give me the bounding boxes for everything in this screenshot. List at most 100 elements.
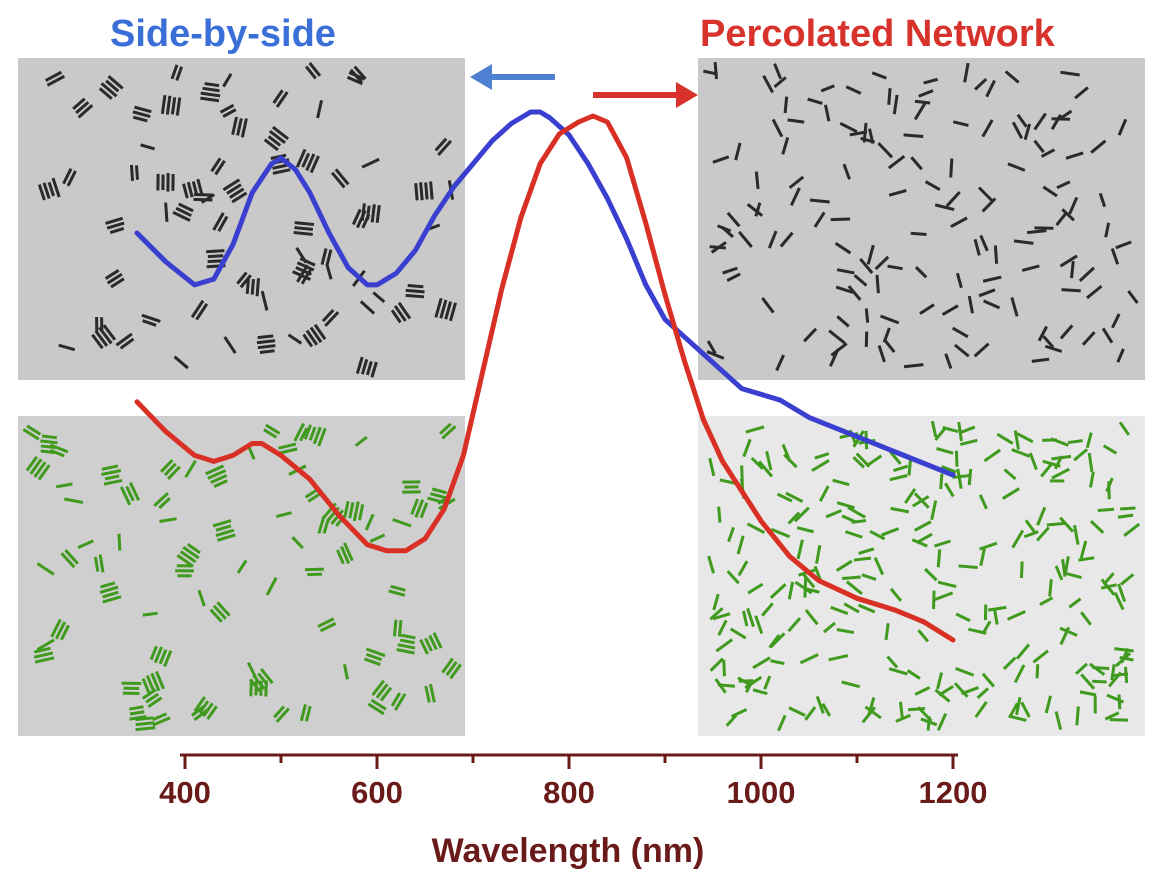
nanorod	[834, 242, 852, 255]
simulated-rod	[129, 710, 145, 716]
simulated-rod	[996, 432, 1014, 445]
nanorod	[859, 257, 874, 274]
simulated-rod	[818, 485, 830, 502]
simulated-rod	[907, 706, 926, 712]
simulated-rod	[1042, 459, 1061, 468]
nanorod	[231, 116, 239, 136]
x-tick-label: 600	[351, 775, 403, 810]
simulated-rod	[1085, 432, 1093, 449]
simulated-rod	[857, 603, 876, 614]
nanorod	[807, 97, 823, 105]
simulated-rod	[429, 683, 436, 703]
simulated-rod	[177, 574, 192, 578]
nanorod	[135, 165, 139, 180]
nanorod	[883, 338, 896, 353]
simulated-rod	[279, 447, 298, 455]
simulated-rod	[397, 643, 416, 650]
simulated-rod	[217, 533, 236, 542]
nanorod	[320, 248, 328, 265]
nanorod	[1033, 112, 1047, 131]
nanorod	[985, 79, 996, 98]
simulated-rod	[841, 680, 861, 689]
nanorod	[860, 136, 876, 144]
nanorod	[903, 133, 924, 139]
simulated-rod	[815, 695, 825, 714]
nanorod	[161, 174, 165, 190]
simulated-rod	[307, 492, 322, 503]
nanorod	[178, 202, 194, 213]
simulated-rod	[34, 656, 55, 664]
simulated-rod	[439, 422, 452, 435]
nanorod	[1021, 264, 1040, 272]
simulated-rod	[893, 464, 909, 472]
simulated-rod	[1046, 521, 1065, 527]
simulated-rod	[1040, 462, 1054, 478]
simulated-rod	[121, 681, 142, 686]
simulated-rod	[941, 465, 957, 474]
simulated-rod	[367, 702, 385, 716]
nanorod	[842, 163, 851, 180]
nanorod	[963, 62, 970, 83]
nanorod	[142, 319, 157, 327]
nanorod	[275, 91, 289, 108]
nanorod	[229, 187, 245, 199]
nanorod	[429, 181, 434, 200]
simulated-rod	[1063, 571, 1082, 579]
nanorod	[355, 209, 367, 229]
simulated-rod	[936, 549, 942, 568]
nanorod	[1101, 327, 1114, 344]
simulated-rod	[934, 426, 947, 441]
simulated-rod	[727, 526, 735, 543]
nanorod	[299, 257, 316, 267]
simulated-rod	[955, 667, 975, 677]
nanorod	[359, 300, 376, 315]
nanorod	[952, 120, 969, 127]
nanorod	[305, 329, 319, 346]
simulated-rod	[179, 550, 197, 564]
nanorod	[171, 173, 175, 191]
simulated-rod	[1059, 626, 1078, 637]
simulated-rod	[319, 622, 337, 633]
simulation-image-side-by-side	[18, 416, 465, 736]
simulated-rod	[709, 607, 724, 621]
simulated-rod	[1002, 656, 1017, 670]
simulated-rod	[404, 485, 419, 489]
simulated-rod	[36, 562, 55, 576]
simulated-rod	[303, 424, 312, 440]
simulated-rod	[246, 445, 256, 460]
nanorod	[761, 297, 775, 314]
simulated-rod	[992, 608, 999, 625]
simulated-rod	[967, 468, 973, 486]
simulated-rod	[889, 474, 908, 482]
nanorod	[1104, 222, 1111, 238]
simulated-rod	[913, 492, 930, 509]
simulated-rod	[1019, 561, 1024, 578]
nanorod	[879, 314, 900, 325]
nanorod	[375, 205, 381, 223]
nanorod	[172, 210, 191, 222]
nanorod	[773, 76, 787, 89]
nanorod	[62, 168, 73, 185]
nanorod	[165, 95, 172, 115]
simulated-rod	[40, 449, 55, 455]
simulated-rod	[869, 529, 886, 541]
simulated-rod	[917, 629, 930, 643]
simulated-rod	[210, 474, 228, 484]
nanorod	[271, 125, 290, 141]
simulated-rod	[152, 712, 167, 722]
simulated-rod	[1087, 452, 1094, 473]
nanorod	[407, 284, 424, 289]
simulated-rod	[884, 623, 890, 641]
simulated-rod	[968, 627, 987, 635]
simulation-rods-side-by-side	[22, 422, 462, 732]
nanorod	[193, 192, 213, 197]
nanorod	[66, 170, 77, 187]
simulated-rod	[99, 585, 119, 594]
simulated-rod	[265, 576, 278, 596]
nanorod	[294, 221, 314, 226]
simulated-rod	[29, 458, 43, 475]
simulated-rod	[804, 587, 820, 594]
nanorod	[170, 97, 177, 115]
nanorod	[836, 315, 850, 328]
